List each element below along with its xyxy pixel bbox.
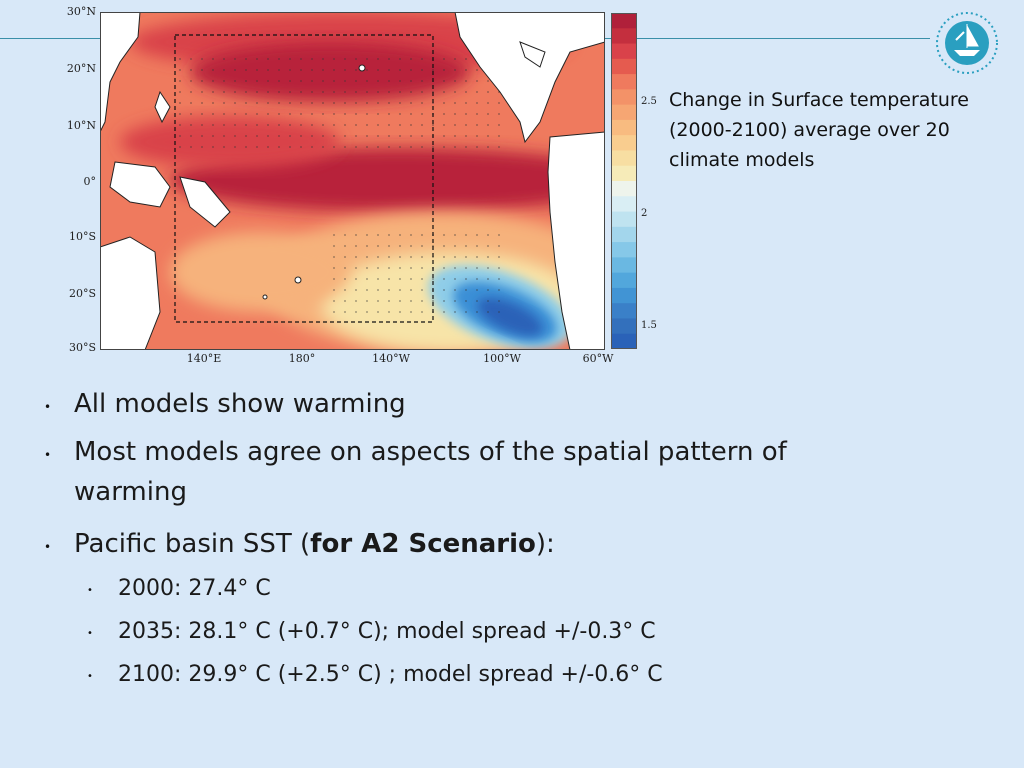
colorbar-swatch [611,28,637,45]
sub-bullet-item: 2035: 28.1° C (+0.7° C); model spread +/… [118,619,656,644]
lon-label: 140°W [372,352,410,365]
colorbar-swatch [611,242,637,258]
lat-label: 20°S [68,287,96,300]
colorbar-tick-label: 1.5 [641,320,657,331]
sub-bullet-item: 2000: 27.4° C [118,576,271,601]
colorbar-swatch [611,58,637,75]
lat-label: 30°S [68,341,96,354]
bullet-marker: • [44,400,52,414]
lat-label: 30°N [66,5,96,18]
bullet-item: Pacific basin SST (for A2 Scenario): [74,524,864,564]
lon-label: 140°E [186,352,222,365]
sub-bullet-marker: • [87,628,93,639]
colorbar-swatch [611,181,637,197]
bullet-marker: • [44,448,52,462]
sub-bullet-marker: • [87,585,93,596]
lat-label: 10°N [66,119,96,132]
temperature-change-map [100,12,605,350]
sub-bullet-marker: • [87,671,93,682]
colorbar-swatch [611,318,637,335]
colorbar-swatch [611,211,637,228]
colorbar-swatch [611,165,637,182]
colorbar-swatch [611,119,637,136]
sst-change-map-figure: 30°N 20°N 10°N 0° 10°S 20°S 30°S [0,0,680,372]
lon-label: 60°W [582,352,614,365]
bullet-item: Most models agree on aspects of the spat… [74,437,787,507]
figure-caption: Change in Surface temperature (2000-2100… [669,89,969,171]
colorbar-swatch [611,89,637,106]
bullet-text: ): [535,529,555,559]
lat-label: 0° [83,175,97,188]
colorbar-swatch [611,287,637,304]
scenario-emphasis: for A2 Scenario [310,529,536,559]
colorbar-swatch [611,333,637,349]
colorbar [611,13,637,349]
bullet-marker: • [44,540,52,554]
lat-label: 20°N [66,62,96,75]
colorbar-swatch [611,196,637,213]
colorbar-swatch [611,74,637,90]
colorbar-swatch [611,150,637,167]
bullet-item: All models show warming [74,389,406,419]
lon-label: 180° [288,352,316,365]
lon-label: 100°W [483,352,521,365]
bullet-text: Pacific basin SST ( [74,529,311,559]
lat-label: 10°S [68,230,96,243]
colorbar-swatch [611,135,637,151]
colorbar-swatch [611,43,637,60]
colorbar-tick-label: 2.5 [641,96,657,107]
colorbar-swatch [611,257,637,274]
colorbar-swatch [611,13,637,29]
colorbar-swatch [611,104,637,121]
sub-bullet-item: 2100: 29.9° C (+2.5° C) ; model spread +… [118,662,663,687]
organization-logo [936,12,998,74]
colorbar-swatch [611,272,637,289]
colorbar-swatch [611,226,637,243]
colorbar-tick-label: 2 [641,208,648,219]
colorbar-swatch [611,303,637,319]
